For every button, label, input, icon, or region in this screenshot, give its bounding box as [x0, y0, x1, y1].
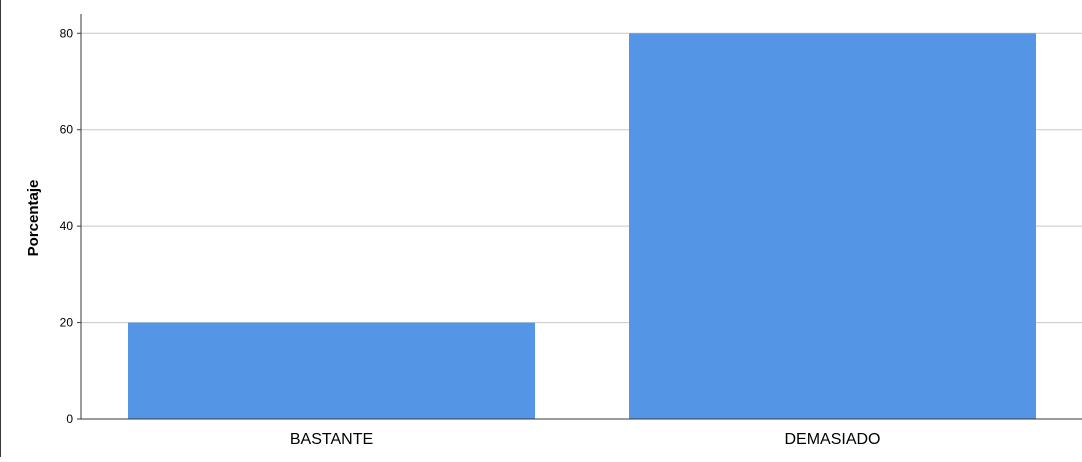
x-tick-labels: BASTANTE DEMASIADO: [290, 431, 881, 448]
bars: [128, 33, 1036, 420]
x-tick-label-bastante: BASTANTE: [290, 431, 373, 448]
bar-demasiado: [629, 33, 1036, 420]
y-axis-title: Porcentaje: [25, 180, 42, 257]
y-tick-label-80: 80: [60, 26, 74, 40]
y-tick-label-0: 0: [66, 412, 73, 426]
y-tick-labels: 0 20 40 60 80: [60, 26, 74, 426]
bar-bastante: [128, 322, 535, 419]
y-tick-label-40: 40: [60, 219, 74, 233]
y-tick-label-20: 20: [60, 316, 74, 330]
y-tick-label-60: 60: [60, 123, 74, 137]
axes: [80, 14, 1082, 420]
x-tick-label-demasiado: DEMASIADO: [784, 431, 880, 448]
